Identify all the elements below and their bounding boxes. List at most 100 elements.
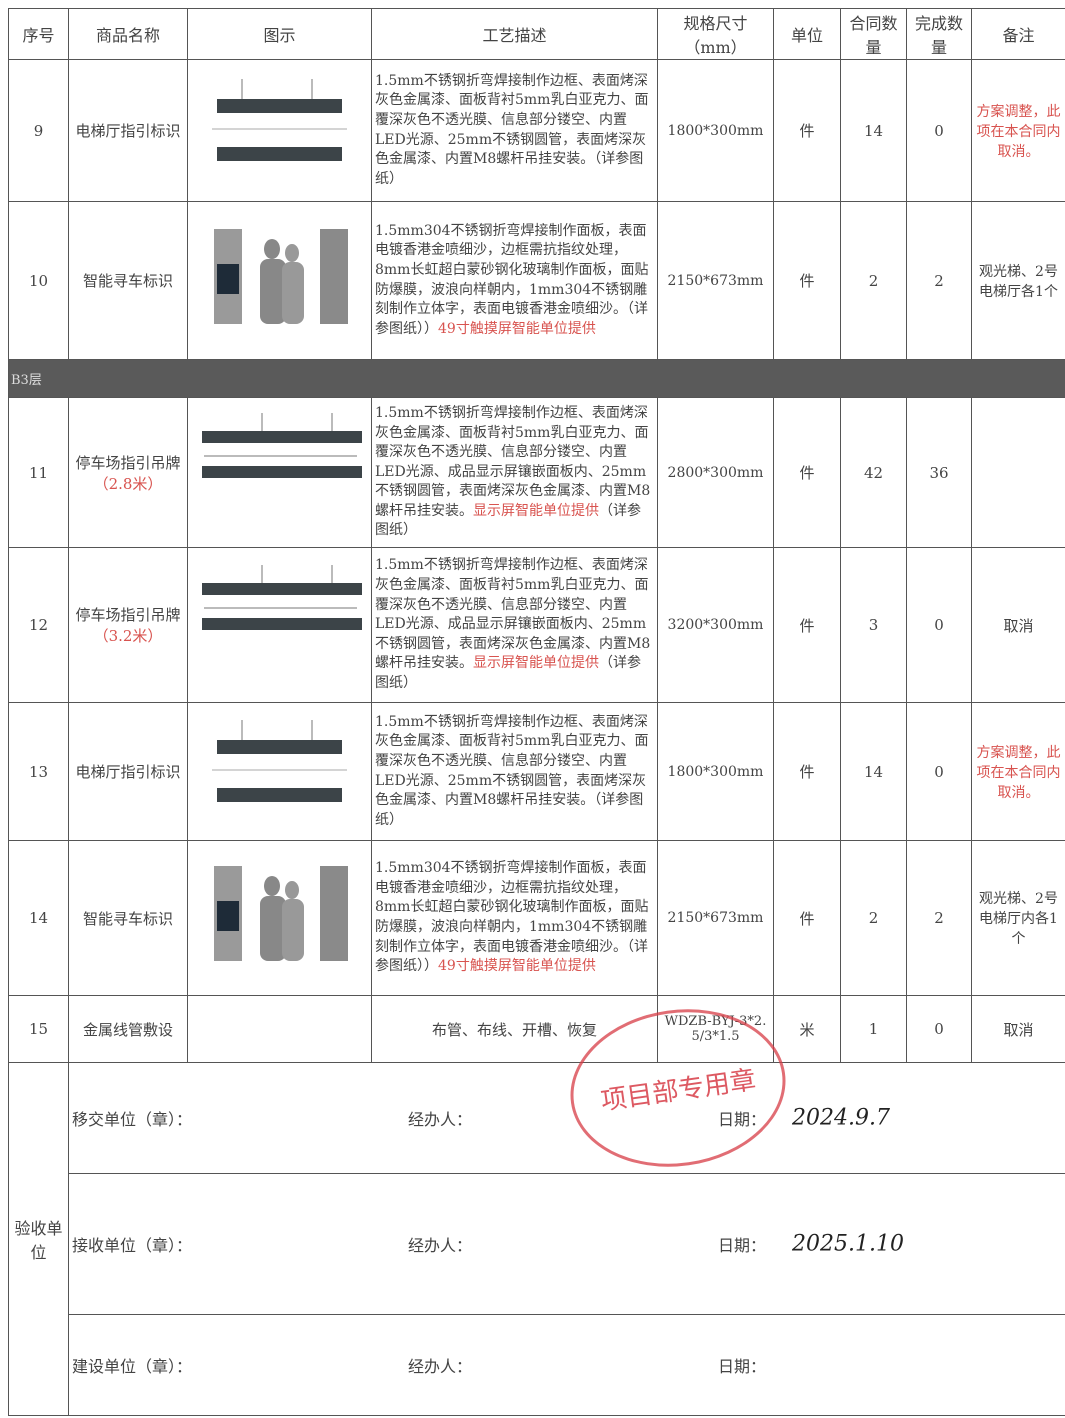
item-name: 停车场指引吊牌 （3.2米）	[68, 547, 188, 703]
contract-qty: 14	[840, 59, 907, 202]
table-wrap: 序号 商品名称 图示 工艺描述 规格尺寸（mm） 单位 合同数量 完成数量 备注 9 电梯厅指引标识…	[8, 8, 1065, 1416]
item-row: 9 电梯厅指引标识 1.5mm不锈钢折弯焊接制作边框、表面烤深灰色金属漆、面板背衬5…	[8, 59, 1065, 202]
item-spec: 2800*300mm	[657, 397, 774, 548]
contract-qty: 14	[840, 702, 907, 841]
done-qty: 0	[906, 702, 972, 841]
signoff-handler: 经办人：	[408, 1236, 473, 1255]
description-tail: （详参图纸）	[375, 502, 641, 539]
done-qty: 2	[906, 201, 972, 360]
item-row: 10 智能寻车标识 1.5mm304不锈钢折弯焊接制作面板，表面电镀香港金喷细沙，边…	[8, 201, 1065, 360]
signoff-date-label: 日期：	[718, 1357, 767, 1376]
item-no: 13	[8, 702, 69, 841]
signoff-row: 验收单位 移交单位（章）： 经办人： 日期： 2024.9.7	[8, 1062, 1065, 1416]
item-unit: 件	[773, 59, 841, 202]
signoff-date: 2025.1.10	[792, 1231, 904, 1257]
illustration	[211, 719, 347, 802]
illustration-part	[201, 465, 362, 478]
item-remark: 观光梯、2号电梯厅内各1个	[971, 840, 1065, 996]
item-remark: 取消	[971, 995, 1065, 1063]
illustration-part	[281, 899, 304, 961]
contract-qty: 42	[840, 397, 907, 548]
item-spec: 1800*300mm	[657, 59, 774, 202]
illustration	[211, 78, 347, 161]
illustration	[213, 866, 348, 961]
item-name: 智能寻车标识	[68, 840, 188, 996]
signoff-row: 接收单位（章）： 经办人： 日期： 2025.1.10	[9, 1173, 1065, 1315]
signoff-group: 验收单位	[8, 1062, 69, 1416]
column-header: 合同数量	[840, 8, 907, 60]
item-spec: 1800*300mm	[657, 702, 774, 841]
illustration-part	[216, 98, 342, 113]
done-qty: 2	[906, 840, 972, 996]
item-image	[187, 840, 372, 996]
item-unit: 米	[773, 995, 841, 1063]
item-spec: WDZB-BYJ-3*2.5/3*1.5	[657, 995, 774, 1063]
signoff-row: 建设单位（章）： 经办人： 日期：	[9, 1314, 1065, 1416]
signoff-handler: 经办人：	[408, 1110, 473, 1129]
item-unit: 件	[773, 840, 841, 996]
illustration-part	[216, 146, 342, 161]
item-name-text: 金属线管敷设	[82, 1020, 173, 1039]
item-name-text: 智能寻车标识	[82, 272, 173, 290]
item-image	[187, 201, 372, 360]
column-header: 工艺描述	[371, 8, 658, 60]
contract-qty: 2	[840, 201, 907, 360]
item-unit: 件	[773, 547, 841, 703]
column-header: 完成数量	[906, 8, 972, 60]
column-header: 备注	[971, 8, 1065, 60]
signoff-unit: 接收单位（章）：	[72, 1236, 193, 1255]
item-name: 停车场指引吊牌 （2.8米）	[68, 397, 188, 548]
done-qty: 0	[906, 59, 972, 202]
column-header: 商品名称	[68, 8, 188, 60]
item-name: 电梯厅指引标识	[68, 702, 188, 841]
signoff-box: 接收单位（章）： 经办人： 日期： 2025.1.10	[72, 1175, 1062, 1314]
item-spec: 3200*300mm	[657, 547, 774, 703]
item-remark: 方案调整，此项在本合同内取消。	[971, 59, 1065, 202]
item-remark: 观光梯、2号电梯厅各1个	[971, 201, 1065, 360]
item-row: 13 电梯厅指引标识 1.5mm不锈钢折弯焊接制作边框、表面烤深灰色金属漆、面板背衬…	[8, 702, 1065, 841]
column-header: 图示	[187, 8, 372, 60]
item-no: 10	[8, 201, 69, 360]
description-note: 49寸触摸屏智能单位提供	[438, 958, 596, 975]
section-label: B3层	[8, 359, 1065, 398]
illustration-part	[319, 866, 348, 961]
description-note: 49寸触摸屏智能单位提供	[438, 320, 596, 337]
illustration-part	[216, 263, 239, 294]
item-name: 金属线管敷设	[68, 995, 188, 1063]
header-row: 序号 商品名称 图示 工艺描述 规格尺寸（mm） 单位 合同数量 完成数量 备注	[8, 8, 1065, 60]
description-note: 显示屏智能单位提供	[473, 502, 599, 519]
section-row: B3层	[8, 359, 1065, 398]
item-description: 1.5mm不锈钢折弯焊接制作边框、表面烤深灰色金属漆、面板背衬5mm乳白亚克力、…	[371, 397, 658, 548]
illustration-part	[319, 228, 348, 324]
item-name: 智能寻车标识	[68, 201, 188, 360]
item-name-note: （3.2米）	[93, 627, 163, 645]
item-row: 14 智能寻车标识 1.5mm304不锈钢折弯焊接制作面板，表面电镀香港金喷细沙，边…	[8, 840, 1065, 996]
item-no: 11	[8, 397, 69, 548]
illustration-part	[259, 258, 286, 324]
signoff-handler: 经办人：	[408, 1357, 473, 1376]
description-text: 1.5mm不锈钢折弯焊接制作边框、表面烤深灰色金属漆、面板背衬5mm乳白亚克力、…	[375, 72, 649, 187]
item-spec: 2150*673mm	[657, 201, 774, 360]
item-no: 12	[8, 547, 69, 703]
item-unit: 件	[773, 702, 841, 841]
item-no: 14	[8, 840, 69, 996]
item-row: 11 停车场指引吊牌 （2.8米） 1.5mm不锈钢折弯焊接制作边框、表面烤深灰色金属…	[8, 397, 1065, 548]
description-text: 布管、布线、开槽、恢复	[431, 1020, 597, 1039]
item-no: 9	[8, 59, 69, 202]
item-remark	[971, 397, 1065, 548]
item-name: 电梯厅指引标识	[68, 59, 188, 202]
item-row: 15 金属线管敷设 布管、布线、开槽、恢复 WDZB-BYJ-3*2.5/3*1.5 米…	[8, 995, 1065, 1063]
item-description: 1.5mm不锈钢折弯焊接制作边框、表面烤深灰色金属漆、面板背衬5mm乳白亚克力、…	[371, 547, 658, 703]
signoff-unit: 建设单位（章）：	[72, 1357, 193, 1376]
item-row: 12 停车场指引吊牌 （3.2米） 1.5mm不锈钢折弯焊接制作边框、表面烤深灰色金属…	[8, 547, 1065, 703]
signoff-date: 2024.9.7	[792, 1105, 890, 1131]
item-name-text: 智能寻车标识	[82, 909, 173, 928]
item-no: 15	[8, 995, 69, 1063]
illustration-part	[263, 238, 280, 259]
signoff-date-label: 日期：	[718, 1236, 767, 1255]
item-image	[187, 702, 372, 841]
description-text: 1.5mm不锈钢折弯焊接制作边框、表面烤深灰色金属漆、面板背衬5mm乳白亚克力、…	[375, 404, 651, 519]
illustration-part	[201, 618, 362, 630]
description-text: 1.5mm304不锈钢折弯焊接制作面板，表面电镀香港金喷细沙，边框需抗指纹处理，…	[375, 222, 649, 337]
